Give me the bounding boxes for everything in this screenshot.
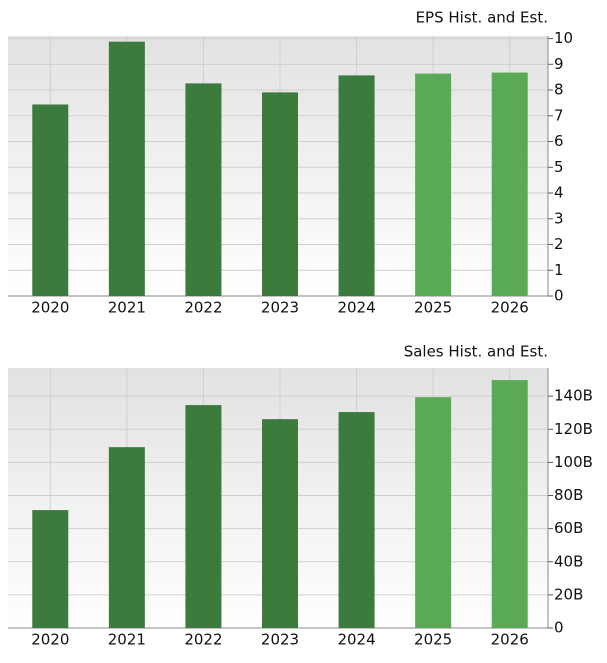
bar	[338, 75, 375, 296]
bar	[415, 397, 452, 628]
y-tick-label: 3	[554, 209, 564, 227]
x-tick-label: 2024	[337, 299, 375, 317]
y-tick-label: 80B	[554, 486, 583, 504]
x-tick-label: 2020	[31, 299, 69, 317]
bar	[185, 83, 222, 296]
y-tick-label: 20B	[554, 585, 583, 603]
x-tick-label: 2024	[337, 631, 375, 649]
x-tick-label: 2025	[414, 631, 452, 649]
y-tick-label: 140B	[554, 387, 593, 405]
y-tick-label: 8	[554, 81, 564, 99]
y-tick-label: 5	[554, 158, 564, 176]
bar	[338, 412, 375, 628]
bar	[262, 92, 298, 296]
y-tick-label: 4	[554, 184, 564, 202]
chart-title: Sales Hist. and Est.	[404, 343, 548, 361]
bar	[491, 380, 528, 628]
y-tick-label: 7	[554, 106, 564, 124]
y-tick-label: 40B	[554, 552, 583, 570]
bar	[415, 73, 452, 296]
y-tick-label: 100B	[554, 453, 593, 471]
y-tick-label: 60B	[554, 519, 583, 537]
x-tick-label: 2020	[31, 631, 69, 649]
x-tick-label: 2021	[108, 299, 146, 317]
y-tick-label: 0	[554, 619, 564, 637]
x-tick-label: 2026	[491, 299, 529, 317]
bar	[262, 419, 298, 628]
y-tick-label: 120B	[554, 420, 593, 438]
y-tick-label: 1	[554, 261, 564, 279]
y-tick-label: 2	[554, 235, 564, 253]
bar	[32, 510, 69, 628]
x-tick-label: 2026	[491, 631, 529, 649]
bar	[108, 41, 145, 297]
x-tick-label: 2021	[108, 631, 146, 649]
x-tick-label: 2023	[261, 299, 299, 317]
bar	[108, 447, 145, 628]
bar	[32, 104, 69, 296]
y-tick-label: 0	[554, 287, 564, 305]
x-tick-label: 2022	[184, 299, 222, 317]
y-tick-label: 10	[554, 29, 573, 47]
chart-title: EPS Hist. and Est.	[416, 9, 548, 27]
bar	[185, 405, 222, 628]
x-tick-label: 2022	[184, 631, 222, 649]
y-tick-label: 6	[554, 132, 564, 150]
bar	[491, 72, 528, 296]
y-tick-label: 9	[554, 55, 564, 73]
x-tick-label: 2023	[261, 631, 299, 649]
x-tick-label: 2025	[414, 299, 452, 317]
